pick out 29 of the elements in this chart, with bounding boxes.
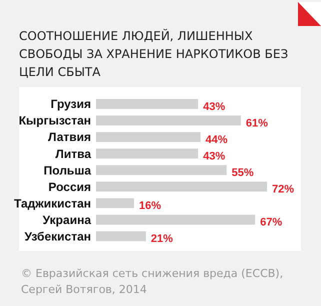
y-tick-label: Украина	[42, 212, 92, 227]
y-tick-label: Таджикистан	[14, 196, 91, 210]
bar	[96, 132, 200, 142]
bar	[96, 148, 198, 159]
data-label: 67%	[260, 216, 282, 229]
y-tick-label: Грузия	[50, 97, 91, 112]
y-tick-label: Литва	[55, 146, 92, 161]
bar	[96, 231, 146, 242]
bar	[96, 116, 241, 126]
data-label: 43%	[203, 100, 226, 113]
data-label: 61%	[246, 117, 268, 130]
bar	[96, 198, 134, 208]
y-tick-label: Польша	[44, 163, 92, 178]
data-label: 55%	[232, 166, 254, 179]
y-tick-label: Узбекистан	[24, 229, 91, 244]
bar	[96, 99, 198, 109]
data-label: 43%	[203, 150, 226, 162]
y-tick-label: Латвия	[48, 130, 91, 144]
bar	[96, 165, 227, 176]
data-label: 44%	[206, 134, 228, 146]
data-label: 72%	[272, 183, 294, 196]
bar	[96, 214, 256, 225]
text: © Евразийская сеть снижения вреда (ЕССВ), Сергей Вотягов, 2014	[21, 267, 284, 296]
data-label: 16%	[139, 200, 162, 212]
y-tick-label: Россия	[48, 180, 91, 194]
y-tick-label: Кыргызстан	[18, 114, 91, 128]
bar	[96, 182, 267, 192]
chart-title: СООТНОШЕНИЕ ЛЮДЕЙ, ЛИШЕННЫХ СВОБОДЫ ЗА ХРАНЕНИЕ НАРКОТИКОВ БЕЗ ЦЕЛИ СБЫТА	[19, 28, 288, 79]
data-label: 21%	[150, 233, 174, 246]
